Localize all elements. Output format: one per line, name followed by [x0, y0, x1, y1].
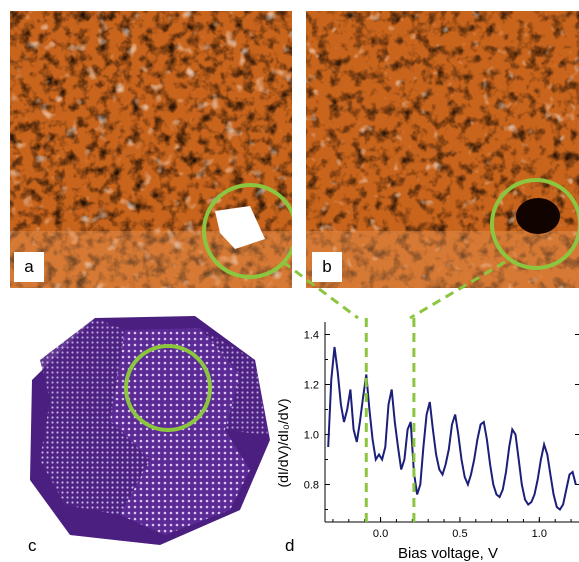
nanoparticle-image [30, 316, 270, 545]
panel-label-c: c [28, 536, 37, 555]
y-tick-label: 1.2 [304, 380, 319, 392]
x-tick-label: 0.0 [373, 528, 388, 540]
spectrum-chart: 0.8 1.0 1.2 1.4 0.0 0.5 1.0 (dI/dV)/dI₀/dV) Bi… [275, 318, 579, 562]
x-axis-label: Bias voltage, V [398, 545, 498, 562]
connector-right [409, 260, 506, 320]
panel-a-stm-image: a [10, 11, 292, 288]
y-tick-label: 0.8 [304, 480, 319, 492]
x-tick-label: 0.5 [452, 528, 467, 540]
spectrum-line [327, 346, 577, 511]
panel-b-stm-image: b [306, 11, 579, 288]
highlight-circle-b [490, 178, 579, 270]
x-tick-label: 1.0 [532, 528, 547, 540]
panel-c-nanoparticle: c [0, 300, 300, 562]
connector-left [282, 260, 359, 320]
highlight-circle-a [202, 183, 292, 279]
panel-d-chart: 0.8 1.0 1.2 1.4 0.0 0.5 1.0 (dI/dV)/dI₀/dV) Bi… [270, 300, 579, 562]
y-tick-label: 1.0 [304, 430, 319, 442]
panel-label-d: d [285, 536, 295, 555]
highlight-circle-c [124, 344, 212, 432]
y-tick-label: 1.4 [304, 330, 319, 342]
stm-image-a [10, 11, 292, 288]
panel-label-b: b [312, 252, 342, 282]
stm-image-b [306, 11, 579, 288]
panel-label-a: a [14, 252, 44, 282]
y-axis-label: (dI/dV)/dI₀/dV) [275, 398, 291, 487]
